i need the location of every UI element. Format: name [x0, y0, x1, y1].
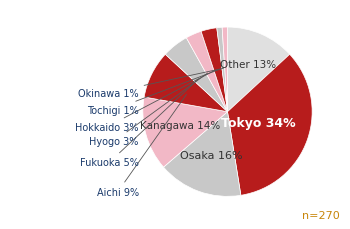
Wedge shape: [165, 38, 228, 112]
Text: Okinawa 1%: Okinawa 1%: [78, 69, 223, 99]
Text: n=270: n=270: [302, 210, 340, 220]
Text: Osaka 16%: Osaka 16%: [180, 151, 243, 161]
Wedge shape: [217, 28, 228, 112]
Wedge shape: [163, 112, 241, 196]
Text: Fukuoka 5%: Fukuoka 5%: [80, 80, 198, 168]
Wedge shape: [228, 55, 312, 195]
Text: Kanagawa 14%: Kanagawa 14%: [140, 120, 220, 130]
Wedge shape: [144, 55, 228, 112]
Wedge shape: [222, 28, 228, 112]
Text: Tochigi 1%: Tochigi 1%: [87, 70, 221, 115]
Text: Hyogo 3%: Hyogo 3%: [89, 74, 208, 147]
Text: Other 13%: Other 13%: [220, 59, 276, 69]
Text: Hokkaido 3%: Hokkaido 3%: [75, 71, 215, 132]
Wedge shape: [201, 29, 228, 112]
Wedge shape: [143, 98, 228, 167]
Text: Aichi 9%: Aichi 9%: [97, 95, 187, 197]
Wedge shape: [186, 32, 228, 112]
Text: Tokyo 34%: Tokyo 34%: [220, 116, 295, 129]
Wedge shape: [228, 28, 290, 112]
